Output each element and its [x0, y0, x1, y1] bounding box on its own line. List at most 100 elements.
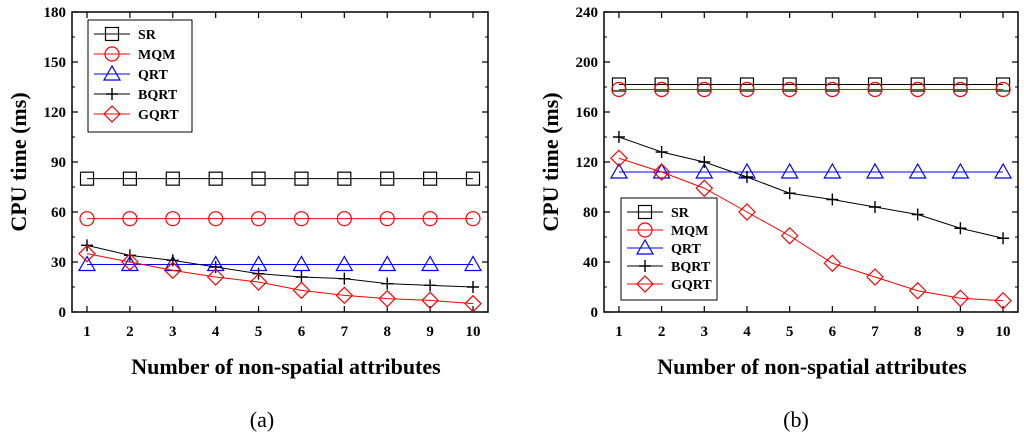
- data-point-gqrt: [464, 294, 482, 313]
- data-point-mqm: [165, 211, 181, 227]
- legend: SR MQM QRT BQRT GQRT: [87, 19, 193, 133]
- panel-caption: (a): [250, 407, 274, 432]
- series-line-gqrt: [618, 157, 1004, 302]
- x-tick-label: 4: [212, 324, 220, 340]
- x-tick-label: 3: [701, 324, 709, 340]
- x-tick-label: 1: [83, 324, 91, 340]
- data-point-gqrt: [951, 289, 970, 308]
- data-point-mqm: [122, 211, 138, 227]
- data-point-sr: [697, 77, 712, 92]
- data-point-qrt: [951, 162, 970, 179]
- y-tick-label: 200: [576, 55, 599, 71]
- series-sr: [611, 77, 1011, 92]
- data-point-sr: [654, 77, 669, 92]
- data-point-gqrt: [335, 286, 354, 305]
- data-point-qrt: [609, 162, 628, 179]
- y-tick-label: 0: [591, 305, 599, 321]
- legend-label: BQRT: [138, 88, 178, 103]
- data-point-bqrt: [466, 281, 479, 293]
- y-tick-label: 240: [576, 5, 599, 21]
- legend-label: GQRT: [671, 278, 712, 293]
- legend-label: MQM: [138, 48, 175, 63]
- series-bqrt: [81, 239, 479, 293]
- x-tick-label: 4: [743, 324, 751, 340]
- y-tick-label: 150: [44, 55, 67, 71]
- data-point-mqm: [465, 211, 481, 227]
- data-point-mqm: [654, 81, 670, 98]
- x-tick-label: 8: [383, 324, 391, 340]
- data-point-sr: [251, 171, 266, 186]
- data-point-bqrt: [123, 249, 136, 262]
- data-point-sr: [910, 77, 925, 92]
- data-point-qrt: [292, 255, 311, 272]
- data-point-gqrt: [994, 291, 1012, 310]
- series-line-bqrt: [618, 136, 1004, 239]
- data-point-gqrt: [249, 273, 268, 291]
- data-point-bqrt: [424, 279, 437, 292]
- data-point-sr: [79, 171, 95, 186]
- data-point-qrt: [463, 255, 483, 272]
- y-tick-label: 90: [51, 155, 66, 171]
- data-point-qrt: [908, 162, 927, 179]
- legend-marker: [106, 88, 118, 100]
- data-point-gqrt: [78, 244, 96, 263]
- x-tick-label: 3: [169, 324, 177, 340]
- data-point-qrt: [378, 255, 397, 272]
- data-point-gqrt: [421, 291, 439, 310]
- data-point-bqrt: [783, 187, 796, 200]
- legend-box: [620, 197, 718, 301]
- data-point-mqm: [336, 211, 352, 227]
- data-point-bqrt: [997, 232, 1010, 245]
- data-point-gqrt: [610, 149, 628, 168]
- data-point-gqrt: [908, 281, 927, 300]
- x-tick-label: 10: [465, 324, 480, 340]
- data-point-mqm: [208, 211, 224, 227]
- series-gqrt: [610, 149, 1012, 310]
- data-point-mqm: [379, 211, 395, 227]
- data-point-mqm: [995, 81, 1011, 98]
- data-point-sr: [122, 171, 137, 186]
- data-point-sr: [739, 77, 755, 92]
- data-point-sr: [953, 77, 968, 92]
- data-point-sr: [825, 77, 840, 92]
- data-point-mqm: [696, 81, 712, 98]
- x-axis-label: Number of non-spatial attributes: [657, 354, 967, 379]
- data-point-sr: [337, 171, 352, 186]
- x-tick-label: 2: [658, 324, 666, 340]
- data-point-qrt: [865, 162, 885, 179]
- y-axis-label: CPU time (ms): [6, 92, 31, 231]
- data-point-bqrt: [612, 131, 625, 143]
- data-point-sr: [611, 77, 627, 92]
- legend-marker: [103, 105, 121, 123]
- y-tick-label: 30: [51, 255, 66, 271]
- legend-label: SR: [138, 28, 157, 43]
- data-point-gqrt: [738, 203, 756, 221]
- data-point-sr: [208, 171, 223, 186]
- x-tick-label: 2: [126, 324, 134, 340]
- data-point-sr: [294, 171, 309, 186]
- y-tick-label: 40: [583, 255, 598, 271]
- legend: SR MQM QRT BQRT GQRT: [620, 197, 718, 301]
- y-tick-label: 0: [59, 305, 67, 321]
- series-line-bqrt: [86, 244, 474, 288]
- legend-label: QRT: [138, 68, 169, 83]
- data-point-bqrt: [869, 201, 882, 213]
- data-point-mqm: [824, 81, 840, 98]
- legend-label: SR: [671, 206, 690, 221]
- x-tick-label: 5: [255, 324, 263, 340]
- legend-label: QRT: [671, 242, 702, 257]
- data-point-mqm: [910, 81, 926, 98]
- legend-label: GQRT: [138, 108, 179, 123]
- x-tick-label: 6: [829, 324, 837, 340]
- data-point-bqrt: [740, 171, 753, 183]
- series-line-gqrt: [86, 253, 474, 305]
- chart-panel-b: 0 40 80 120 160 200 240 1 2 3 4 5 6 7 8 9 10 CPU time (ms…: [538, 5, 1019, 432]
- x-tick-label: 6: [298, 324, 306, 340]
- legend-marker: [104, 46, 120, 62]
- legend-marker: [102, 64, 122, 81]
- data-point-qrt: [994, 162, 1013, 179]
- data-point-qrt: [335, 255, 354, 272]
- x-axis-label: Number of non-spatial attributes: [131, 354, 441, 379]
- legend-marker: [639, 260, 651, 272]
- data-point-bqrt: [911, 208, 924, 221]
